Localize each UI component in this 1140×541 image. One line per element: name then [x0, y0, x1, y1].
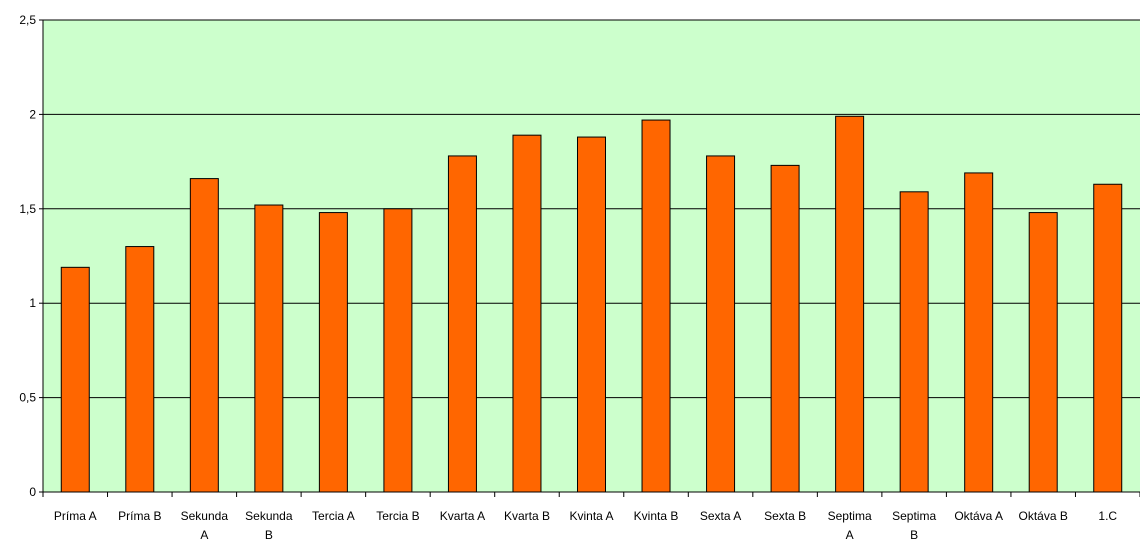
- bar: [1093, 183, 1123, 493]
- y-tick-label: 0: [29, 485, 36, 499]
- bar: [60, 266, 90, 493]
- bar: [577, 136, 606, 493]
- x-tick-label: Príma B: [118, 509, 161, 523]
- x-tick-label: Sekunda A: [181, 509, 229, 541]
- bar: [125, 246, 155, 493]
- x-tick-label: Kvinta B: [634, 509, 679, 523]
- y-tick-label: 1,5: [19, 202, 36, 216]
- x-tick-label: Sexta A: [700, 509, 741, 523]
- bar: [835, 115, 865, 493]
- y-tick-label: 1: [29, 296, 36, 310]
- bar: [254, 204, 284, 493]
- y-tick-label: 2,5: [19, 13, 36, 27]
- x-tick-label: Tercia B: [376, 509, 419, 523]
- x-tick-label: Kvinta A: [569, 509, 613, 523]
- x-tick-label: Príma A: [54, 509, 97, 523]
- bar: [318, 212, 348, 493]
- x-tick-label: Oktáva B: [1019, 509, 1068, 523]
- bar: [899, 191, 929, 493]
- x-tick-label: Septima A: [828, 509, 872, 541]
- x-axis-ticks: Príma A Príma B Sekunda A Sekunda B Tercia A Te…: [42, 492, 1140, 541]
- x-tick-label: Kvarta A: [440, 509, 485, 523]
- bar: [770, 164, 800, 493]
- bar: [189, 178, 219, 493]
- x-tick-label: Septima B: [892, 509, 936, 541]
- bar: [706, 155, 736, 493]
- x-tick-label: Sexta B: [764, 509, 806, 523]
- bar: [641, 119, 671, 493]
- y-tick-label: 2: [29, 107, 36, 121]
- y-tick-label: 0,5: [19, 391, 36, 405]
- bar: [1028, 212, 1058, 493]
- x-tick-label: Sekunda B: [245, 509, 293, 541]
- bar: [512, 134, 542, 493]
- y-axis-ticks: 0 0,5 1 1,5 2 2,5: [19, 13, 43, 499]
- bar: [447, 155, 477, 493]
- bar: [964, 172, 994, 493]
- x-tick-label: Oktáva A: [954, 509, 1003, 523]
- bar: [383, 208, 413, 493]
- x-tick-label: Kvarta B: [504, 509, 550, 523]
- x-tick-label: Tercia A: [312, 509, 355, 523]
- x-tick-label: 1.C: [1098, 509, 1117, 523]
- bars: [60, 115, 1123, 493]
